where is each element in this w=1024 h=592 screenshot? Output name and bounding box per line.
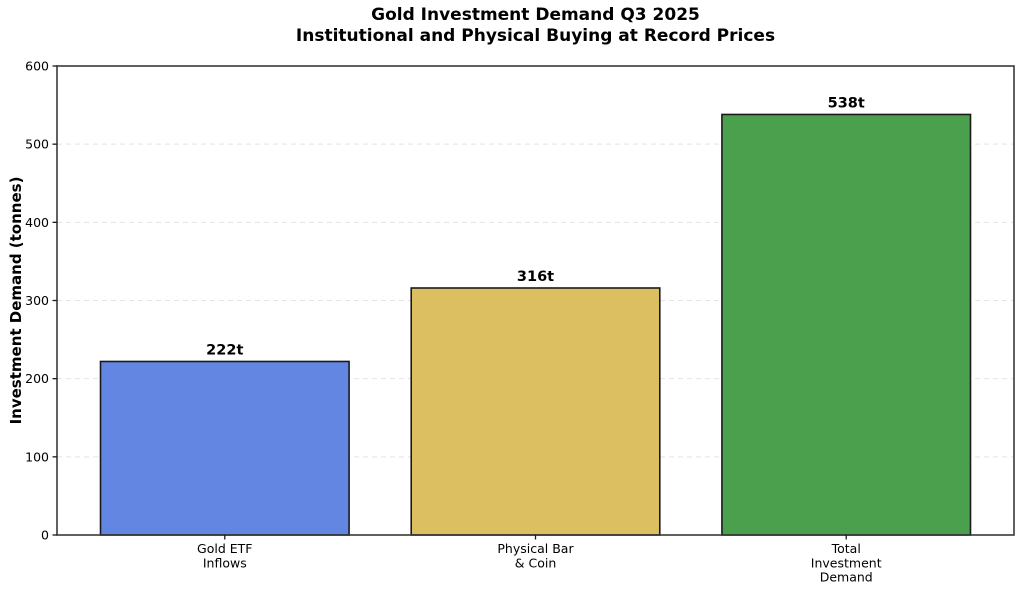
bar-value-label: 222t	[206, 342, 243, 358]
bar-gold-etf-inflows	[99, 360, 350, 536]
bar-physical-bar-coin	[410, 287, 661, 536]
y-tick-label: 200	[25, 371, 49, 386]
y-tick-label: 300	[25, 293, 49, 308]
y-tick-label: 100	[25, 449, 49, 464]
bar-total-investment-demand	[721, 113, 972, 536]
bar-value-label: 538t	[828, 95, 865, 111]
x-tick-label: Gold ETF Inflows	[197, 541, 252, 570]
y-axis-label: Investment Demand (tonnes)	[7, 177, 25, 425]
x-axis: Gold ETF Inflows Physical Bar & Coin Total In…	[197, 535, 882, 585]
x-tick-label: Physical Bar & Coin	[497, 541, 574, 570]
chart-title-line-2: Institutional and Physical Buying at Rec…	[296, 26, 775, 46]
y-tick-label: 400	[25, 215, 49, 230]
bar-value-labels: 222t 316t 538t	[206, 95, 865, 358]
y-tick-label: 500	[25, 137, 49, 152]
y-axis: 0 100 200 300 400 500 600	[25, 59, 57, 543]
bar-value-label: 316t	[517, 269, 554, 285]
y-tick-label: 0	[41, 528, 49, 543]
chart-title-line-1: Gold Investment Demand Q3 2025	[371, 5, 700, 25]
y-tick-label: 600	[25, 59, 49, 74]
bars	[99, 113, 972, 536]
x-tick-label: Total Investment Demand	[811, 541, 882, 585]
